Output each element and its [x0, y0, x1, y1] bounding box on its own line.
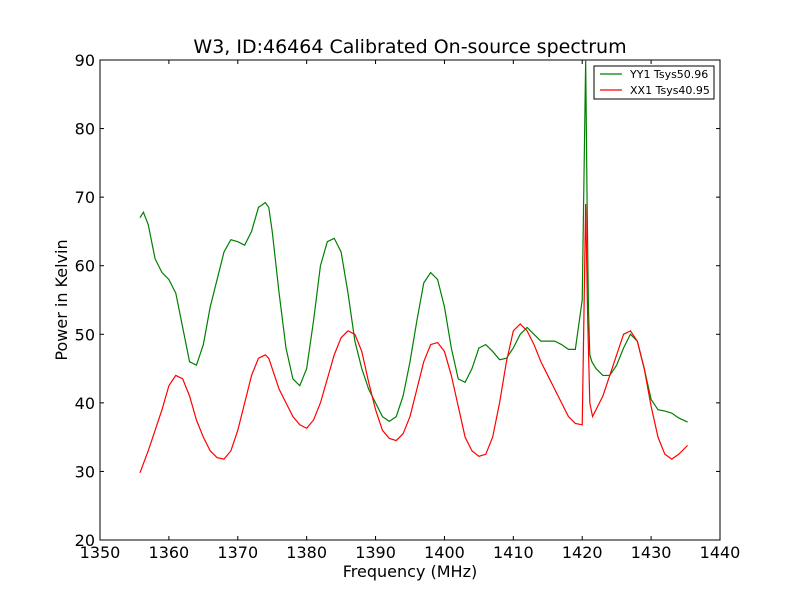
- x-tick-label: 1440: [700, 543, 741, 562]
- y-axis-title: Power in Kelvin: [52, 239, 71, 360]
- y-tick-labels: 20 30 40 50 60 70 80 90: [75, 51, 95, 550]
- series-line-yy1: [139, 59, 688, 423]
- legend: YY1 Tsys50.96 XX1 Tsys40.95: [593, 65, 715, 100]
- y-tick-label: 50: [75, 325, 95, 344]
- y-tick-label: 80: [75, 120, 95, 139]
- chart-title: W3, ID:46464 Calibrated On-source spectr…: [193, 36, 626, 58]
- series-layer: [139, 59, 689, 474]
- x-tick-label: 1370: [217, 543, 258, 562]
- x-tick-label: 1420: [562, 543, 603, 562]
- y-tick-label: 90: [75, 51, 95, 70]
- plot-frame: [99, 59, 721, 541]
- x-axis-title: Frequency (MHz): [343, 562, 477, 581]
- plot-area: [99, 59, 721, 541]
- series-line-xx1: [139, 203, 689, 474]
- legend-label-xx1: XX1 Tsys40.95: [630, 84, 710, 97]
- y-tick-label: 30: [75, 462, 95, 481]
- legend-box: [593, 65, 715, 100]
- x-tick-label: 1410: [493, 543, 534, 562]
- y-tick-label: 40: [75, 394, 95, 413]
- x-tick-label: 1380: [286, 543, 327, 562]
- x-tick-labels: 1350 1360 1370 1380 1390 1400 1410 1420 1430 1440: [80, 543, 741, 562]
- x-tick-label: 1400: [424, 543, 465, 562]
- ticks-layer: [99, 59, 721, 541]
- x-tick-label: 1360: [149, 543, 190, 562]
- x-tick-label: 1350: [80, 543, 121, 562]
- x-tick-label: 1430: [631, 543, 672, 562]
- x-tick-label: 1390: [355, 543, 396, 562]
- y-tick-label: 60: [75, 257, 95, 276]
- y-tick-label: 70: [75, 188, 95, 207]
- y-tick-label: 20: [75, 531, 95, 550]
- legend-label-yy1: YY1 Tsys50.96: [629, 68, 708, 81]
